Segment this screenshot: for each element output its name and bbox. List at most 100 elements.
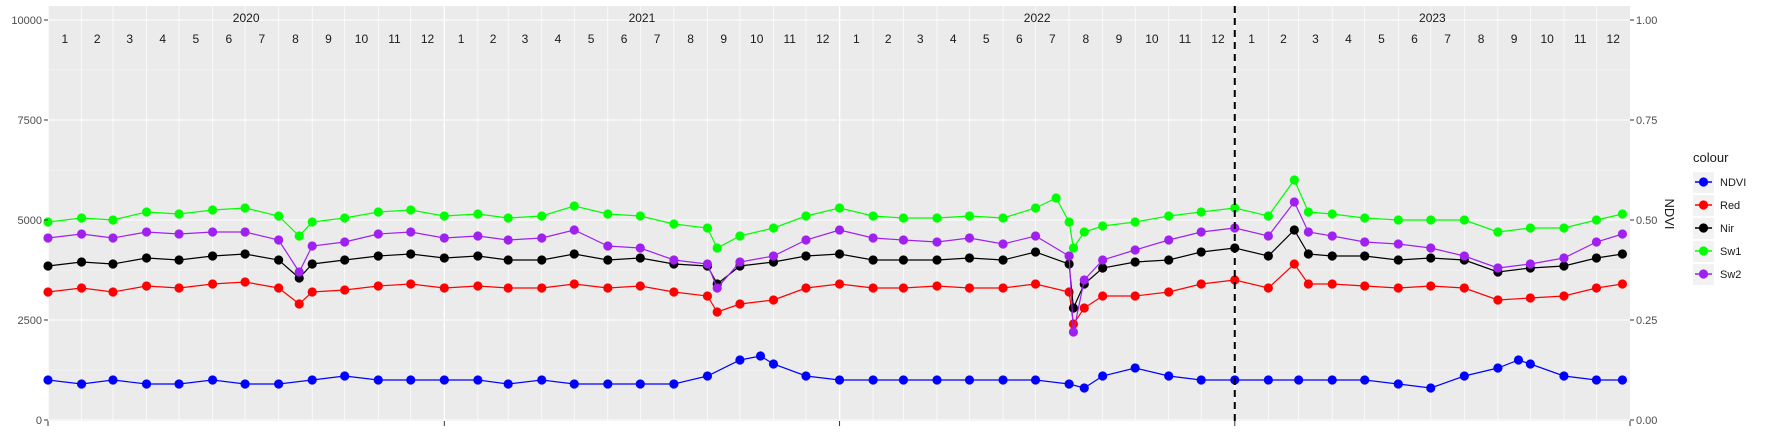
data-point-nir: [174, 255, 184, 265]
month-label: 6: [621, 32, 628, 46]
data-point-red: [964, 283, 975, 293]
data-point-red: [207, 279, 218, 289]
data-point-sw1: [1068, 243, 1079, 253]
month-label: 12: [1607, 32, 1621, 46]
data-point-ndvi: [932, 375, 942, 385]
data-point-sw2: [473, 231, 483, 241]
data-point-red: [1493, 295, 1503, 305]
legend-title: colour: [1693, 150, 1729, 165]
data-point-red: [294, 299, 304, 309]
data-point-nir: [1327, 251, 1337, 261]
data-point-sw2: [702, 259, 713, 269]
month-label: 4: [950, 32, 957, 46]
data-point-nir: [1196, 247, 1206, 257]
month-label: 1: [1248, 32, 1255, 46]
legend-key-point: [1698, 269, 1709, 279]
data-point-ndvi: [240, 379, 250, 389]
data-point-sw2: [1064, 251, 1074, 261]
data-point-sw1: [1459, 215, 1469, 225]
data-point-red: [473, 281, 483, 291]
data-point-sw2: [1426, 243, 1436, 253]
month-label: 1: [61, 32, 68, 46]
data-point-nir: [307, 259, 317, 269]
data-point-sw1: [274, 211, 284, 221]
data-point-nir: [1130, 257, 1140, 267]
data-point-ndvi: [1164, 371, 1174, 381]
y-tick-label: 0: [36, 415, 42, 427]
y2-axis-title: NDVI: [1662, 198, 1677, 229]
month-label: 4: [555, 32, 562, 46]
data-point-sw1: [1289, 175, 1299, 185]
month-label: 4: [159, 32, 166, 46]
month-label: 8: [1083, 32, 1090, 46]
data-point-ndvi: [108, 375, 118, 385]
data-point-ndvi: [1294, 375, 1304, 385]
data-point-ndvi: [76, 379, 87, 389]
year-label: 2020: [233, 11, 260, 25]
month-label: 7: [259, 32, 266, 46]
month-label: 4: [1345, 32, 1352, 46]
month-label: 7: [654, 32, 661, 46]
data-point-ndvi: [898, 375, 909, 385]
data-point-red: [503, 283, 513, 293]
data-point-red: [1426, 281, 1436, 291]
data-point-ndvi: [1559, 371, 1569, 381]
month-label: 1: [853, 32, 860, 46]
data-point-sw2: [240, 227, 250, 237]
y2-tick-label: 0.00: [1636, 415, 1657, 427]
data-point-sw2: [964, 233, 975, 243]
month-label: 3: [1312, 32, 1319, 46]
data-point-sw1: [801, 211, 811, 221]
data-point-sw2: [898, 235, 909, 245]
data-point-sw2: [1360, 237, 1370, 247]
data-point-nir: [537, 255, 547, 265]
data-point-sw2: [43, 233, 53, 243]
series-layer: [43, 175, 1628, 393]
data-point-sw1: [439, 211, 449, 221]
data-point-sw1: [768, 223, 779, 233]
data-point-sw2: [1327, 231, 1337, 241]
data-point-sw1: [1051, 193, 1061, 203]
data-point-sw2: [1393, 239, 1403, 249]
data-point-sw2: [1130, 245, 1140, 255]
data-point-sw1: [473, 209, 483, 219]
data-point-sw2: [406, 227, 416, 237]
data-point-sw2: [712, 283, 722, 293]
data-point-sw1: [635, 211, 645, 221]
year-label: 2022: [1024, 11, 1051, 25]
legend-key-point: [1698, 177, 1709, 187]
month-label: 12: [816, 32, 830, 46]
data-point-red: [141, 281, 152, 291]
data-point-ndvi: [340, 371, 350, 381]
data-point-sw1: [569, 201, 579, 211]
data-point-sw2: [174, 229, 184, 239]
month-label: 2: [885, 32, 892, 46]
data-point-sw1: [964, 211, 975, 221]
data-point-ndvi: [1263, 375, 1273, 385]
data-point-sw1: [834, 203, 845, 213]
data-point-ndvi: [1327, 375, 1337, 385]
data-point-ndvi: [702, 371, 713, 381]
data-point-nir: [1617, 249, 1628, 259]
data-point-sw2: [294, 267, 304, 277]
data-point-sw2: [537, 233, 547, 243]
data-point-red: [868, 283, 878, 293]
month-label: 10: [1540, 32, 1554, 46]
data-point-ndvi: [669, 379, 679, 389]
data-point-sw2: [1196, 227, 1206, 237]
data-point-nir: [801, 251, 811, 261]
data-point-red: [43, 287, 53, 297]
month-label: 5: [588, 32, 595, 46]
data-point-red: [702, 291, 713, 301]
data-point-sw2: [1079, 275, 1089, 285]
data-point-ndvi: [1360, 375, 1370, 385]
data-point-ndvi: [834, 375, 845, 385]
data-point-sw2: [340, 237, 350, 247]
month-label: 5: [192, 32, 199, 46]
data-point-sw1: [669, 219, 679, 229]
month-label: 10: [750, 32, 764, 46]
data-point-sw1: [503, 213, 513, 223]
data-point-nir: [868, 255, 878, 265]
month-label: 2: [490, 32, 497, 46]
data-point-red: [1360, 281, 1370, 291]
